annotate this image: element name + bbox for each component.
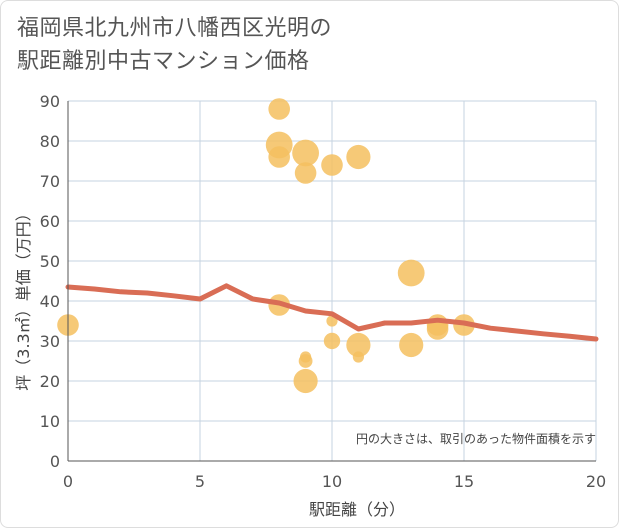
x-tick-label: 15: [454, 472, 474, 491]
bubble-point: [321, 154, 343, 176]
x-tick-label: 20: [586, 472, 606, 491]
x-tick-label: 10: [322, 472, 342, 491]
y-tick-label: 80: [40, 132, 60, 151]
y-tick-label: 30: [40, 332, 60, 351]
bubble-point: [346, 332, 371, 358]
y-tick-label: 10: [40, 412, 60, 431]
bubble-point: [323, 332, 341, 350]
bubble-point: [298, 354, 313, 368]
bubble-point: [426, 318, 449, 340]
y-tick-label: 40: [40, 292, 60, 311]
y-axis-title: 坪（3.3㎡）単価（万円）: [14, 205, 33, 390]
bubble-point: [268, 98, 291, 120]
x-tick-label: 0: [63, 472, 73, 491]
bubble-series: [57, 98, 475, 394]
bubble-point: [294, 162, 317, 184]
bubble-point: [268, 146, 291, 168]
bubble-point: [293, 368, 318, 394]
y-tick-label: 20: [40, 372, 60, 391]
bubble-point: [397, 259, 425, 287]
bubble-point: [399, 332, 424, 358]
chart-title: 福岡県北九州市八幡西区光明の 駅距離別中古マンション価格: [17, 16, 333, 74]
x-axis-title: 駅距離（分）: [309, 500, 405, 519]
x-tick-label: 5: [195, 472, 205, 491]
tick-labels: 0 10 20 30 40 50 60 70 80 90 0 5 10 15 20: [40, 92, 607, 491]
bubble-point: [352, 351, 364, 363]
trend-line-series: [65, 283, 599, 342]
y-tick-label: 70: [40, 172, 60, 191]
y-tick-label: 0: [50, 452, 60, 471]
axes: [67, 101, 596, 462]
bubble-point: [292, 139, 319, 167]
size-note: 円の大きさは、取引のあった物件面積を示す: [356, 431, 596, 446]
trend-line: [65, 283, 599, 342]
bubble-point: [346, 144, 371, 170]
y-tick-label: 50: [40, 252, 60, 271]
y-tick-label: 60: [40, 212, 60, 231]
y-tick-label: 90: [40, 92, 60, 111]
